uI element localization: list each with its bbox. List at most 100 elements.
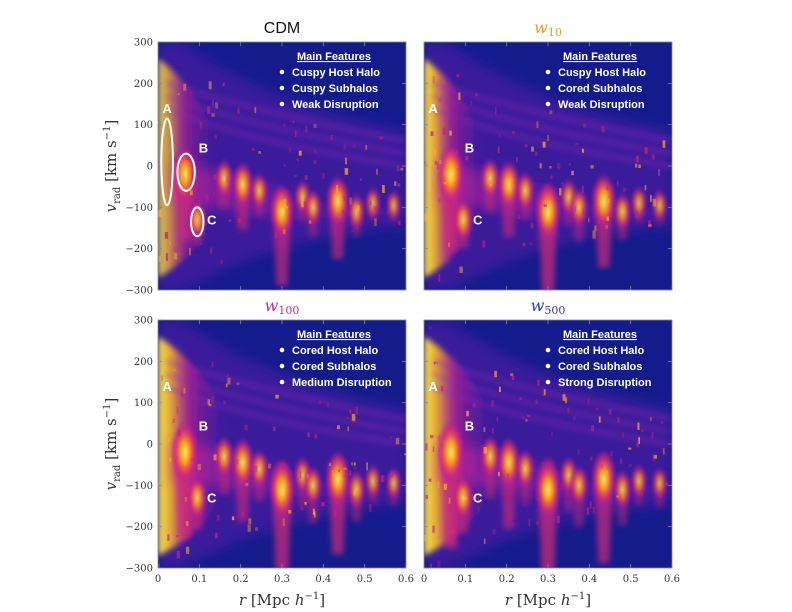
subhalo-peak	[213, 434, 235, 479]
density-speck	[470, 100, 473, 106]
x-axis-label: r [Mpc h−1]	[239, 591, 325, 609]
density-speck	[581, 148, 584, 153]
density-speck	[343, 474, 347, 477]
density-speck	[439, 159, 442, 165]
density-speck	[628, 464, 632, 468]
density-speck	[169, 457, 172, 462]
density-speck	[660, 421, 664, 424]
feature-bullet	[279, 101, 285, 107]
density-speck	[595, 408, 599, 411]
feature-item: Weak Disruption	[292, 99, 379, 111]
density-speck	[482, 240, 486, 248]
stream-filament	[431, 358, 672, 423]
density-speck	[251, 148, 255, 151]
density-speck	[395, 437, 400, 445]
density-speck	[226, 373, 229, 380]
panel-3: 0 0.1 0.2 0.3 0.4 0.5 0.6 −300 −200 −100 0 100 200 30…	[126, 296, 414, 585]
density-speck	[299, 471, 302, 479]
density-speck	[307, 432, 310, 438]
density-speck	[495, 106, 497, 115]
feature-bullet	[545, 69, 551, 75]
density-speck	[330, 134, 333, 140]
feature-item: Cuspy Host Halo	[292, 67, 380, 79]
density-speck	[229, 187, 232, 196]
density-speck	[494, 370, 497, 378]
density-speck	[582, 185, 584, 193]
subhalo-peak	[214, 157, 234, 200]
density-speck	[448, 497, 451, 504]
density-speck	[373, 205, 378, 211]
subhalo-peak	[651, 465, 669, 501]
density-speck	[582, 208, 585, 214]
density-speck	[343, 143, 346, 150]
density-speck	[444, 181, 447, 185]
density-speck	[571, 170, 574, 176]
density-speck	[161, 375, 164, 381]
density-speck	[280, 484, 284, 489]
density-speck	[305, 125, 308, 133]
density-speck	[592, 506, 595, 513]
y-tick-label: 300	[134, 38, 153, 49]
density-speck	[587, 218, 590, 223]
density-speck	[211, 113, 215, 118]
density-speck	[652, 454, 655, 462]
density-speck	[298, 150, 302, 156]
density-speck	[304, 175, 308, 181]
density-speck	[247, 524, 251, 532]
density-speck	[366, 462, 369, 471]
subhalo-peak	[496, 158, 521, 212]
density-speck	[250, 472, 253, 476]
density-speck	[628, 447, 632, 450]
panel-title-sub: 500	[544, 304, 565, 317]
density-speck	[248, 518, 252, 525]
feature-item: Cored Subhalos	[558, 361, 642, 373]
density-speck	[437, 197, 442, 203]
density-speck	[197, 199, 201, 205]
density-speck	[570, 206, 573, 209]
heatmap-density	[424, 42, 672, 290]
density-speck	[510, 373, 514, 377]
density-speck	[191, 171, 194, 179]
density-speck	[430, 563, 433, 568]
density-speck	[434, 361, 438, 365]
density-speck	[237, 107, 240, 115]
density-speck	[326, 402, 329, 408]
density-speck	[622, 432, 624, 439]
density-speck	[472, 402, 476, 408]
density-speck	[314, 433, 318, 439]
density-speck	[288, 509, 292, 514]
density-speck	[432, 525, 435, 533]
stream-filament	[431, 370, 672, 435]
subhalo-peak	[629, 462, 648, 501]
density-speck	[214, 134, 217, 139]
x-tick-label: 0	[421, 574, 427, 585]
density-speck	[591, 424, 595, 432]
region-ellipse	[176, 152, 196, 192]
density-speck	[583, 123, 587, 128]
panel-1: −300 −200 −100 0 100 200 300 CDM Main Features Cu…	[126, 20, 407, 297]
heatmap-density	[158, 320, 406, 568]
heatmap-density	[424, 320, 672, 568]
density-speck	[183, 388, 186, 394]
density-speck	[353, 490, 356, 496]
density-speck	[477, 506, 480, 512]
density-speck	[568, 163, 571, 166]
density-speck	[208, 175, 210, 183]
panel-title-base: w	[534, 18, 548, 37]
density-speck	[518, 215, 521, 219]
density-speck	[186, 152, 190, 161]
density-speck	[158, 209, 162, 217]
subhalo-peak	[590, 171, 617, 231]
density-speck	[587, 397, 590, 404]
features-heading: Main Features	[563, 329, 637, 341]
density-speck	[567, 407, 570, 413]
density-speck	[430, 75, 432, 80]
density-speck	[536, 520, 540, 526]
density-speck	[183, 458, 186, 466]
density-speck	[211, 361, 214, 368]
y-tick-label: 200	[134, 79, 153, 90]
density-speck	[185, 520, 189, 526]
density-speck	[456, 73, 460, 78]
panel-title: w100	[265, 296, 300, 317]
